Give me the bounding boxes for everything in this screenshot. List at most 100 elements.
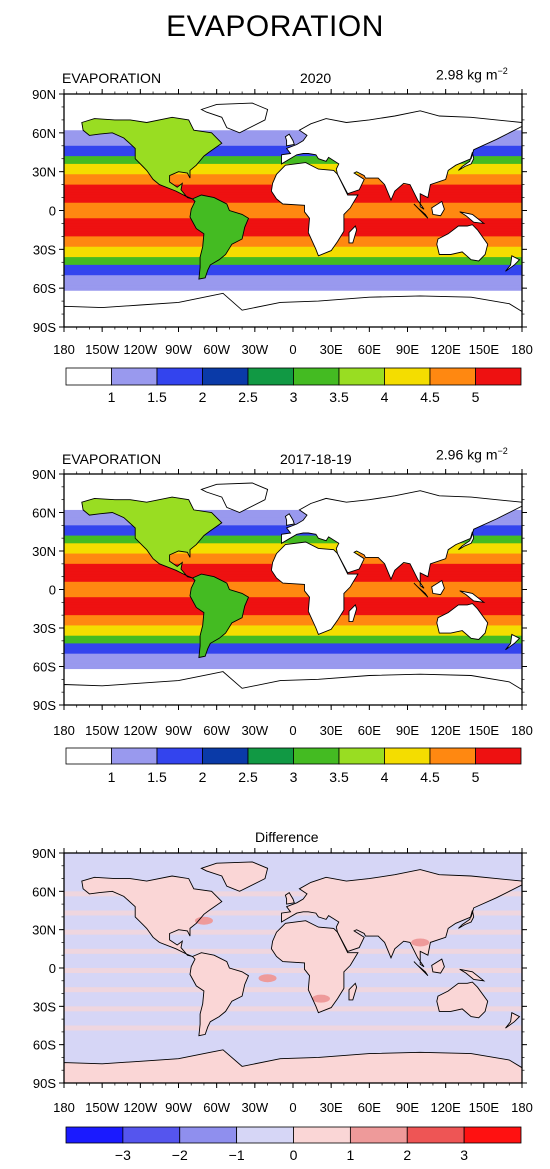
lon-tick-label: 60W — [203, 1100, 230, 1115]
lon-tick-label: 60W — [203, 342, 230, 357]
panel-left-label: EVAPORATION — [62, 70, 162, 86]
colorbar-swatch — [429, 367, 476, 386]
colorbar-label: 1.5 — [147, 769, 167, 785]
panel-center-label: 2020 — [300, 70, 332, 86]
colorbar-swatch — [349, 1126, 408, 1144]
lat-tick-label: 90S — [33, 1076, 56, 1091]
lon-tick-label: 120W — [123, 1100, 158, 1115]
lat-tick-label: 30S — [33, 999, 56, 1014]
colorbar-label: 5 — [472, 769, 480, 785]
lon-tick-label: 180 — [53, 1100, 75, 1115]
field-layer — [64, 853, 522, 1083]
lon-tick-label: 60E — [358, 723, 381, 738]
lat-tick-label: 90S — [33, 320, 56, 335]
lat-tick-label: 60S — [33, 281, 56, 296]
lat-tick-label: 0 — [49, 583, 56, 598]
colorbar-label: 2 — [403, 1147, 411, 1163]
colorbar-swatch — [463, 1126, 522, 1144]
colorbar-swatch — [65, 1126, 124, 1144]
lat-tick-label: 0 — [49, 961, 56, 976]
lon-tick-label: 120E — [430, 1100, 461, 1115]
lon-tick-label: 180 — [511, 342, 533, 357]
lat-tick-label: 60N — [32, 884, 56, 899]
colorbar-label: 2.5 — [238, 389, 258, 405]
map-panel-2: 90N 60N 30N 0 30S 60S 90S 180 150W 120W 90W 60W 30W 0… — [32, 846, 533, 1163]
colorbar: 1 1.5 2 2.5 3 3.5 4 4.5 5 — [65, 747, 522, 785]
lat-tick-label: 90N — [32, 87, 56, 102]
lon-tick-label: 150W — [85, 342, 120, 357]
colorbar-label: 1 — [108, 769, 116, 785]
lon-tick-label: 0 — [289, 342, 296, 357]
lon-tick-label: 30W — [241, 342, 268, 357]
panel-right-label: 2.96 kg m−2 — [436, 446, 508, 463]
colorbar-swatch — [475, 367, 522, 386]
colorbar-swatch — [122, 1126, 181, 1144]
lon-tick-label: 0 — [289, 723, 296, 738]
lat-tick-label: 30N — [32, 544, 56, 559]
colorbar-label: 3.5 — [329, 389, 349, 405]
colorbar-label: 2 — [199, 389, 207, 405]
colorbar-swatch — [65, 367, 112, 386]
colorbar-label: 3.5 — [329, 769, 349, 785]
lon-tick-label: 30E — [320, 342, 343, 357]
colorbar-swatch — [65, 747, 112, 765]
lon-tick-label: 90E — [396, 1100, 419, 1115]
lat-tick-label: 90S — [33, 698, 56, 713]
lon-tick-label: 90W — [165, 342, 192, 357]
colorbar-label: 3 — [460, 1147, 468, 1163]
lat-tick-label: 90N — [32, 467, 56, 482]
field-layer — [64, 94, 522, 327]
colorbar-label: 5 — [472, 389, 480, 405]
colorbar-label: −1 — [229, 1147, 245, 1163]
panel-center-label: Difference — [255, 829, 319, 845]
lat-tick-label: 90N — [32, 846, 56, 861]
colorbar-swatch — [111, 747, 158, 765]
lat-tick-label: 60S — [33, 660, 56, 675]
colorbar-swatch — [338, 747, 385, 765]
lon-tick-label: 90W — [165, 723, 192, 738]
lon-tick-label: 180 — [511, 723, 533, 738]
lat-tick-label: 0 — [49, 204, 56, 219]
colorbar-swatch — [293, 367, 340, 386]
map-panel-0: 90N 60N 30N 0 30S 60S 90S 180 150W 120W 90W 60W 30W 0… — [32, 87, 533, 405]
colorbar-swatch — [429, 747, 476, 765]
colorbar-label: 4.5 — [420, 389, 440, 405]
field-layer — [64, 474, 522, 705]
colorbar-label: 4 — [381, 769, 389, 785]
lat-tick-label: 30N — [32, 923, 56, 938]
colorbar-label: 2.5 — [238, 769, 258, 785]
colorbar: −3 −2 −1 0 1 2 3 — [65, 1126, 522, 1163]
colorbar-swatch — [202, 367, 249, 386]
colorbar-swatch — [156, 367, 203, 386]
panel-right-label: 2.98 kg m−2 — [436, 66, 508, 83]
colorbar-swatch — [156, 747, 203, 765]
lon-tick-label: 150E — [469, 723, 500, 738]
lat-tick-label: 60N — [32, 506, 56, 521]
colorbar-label: 4.5 — [420, 769, 440, 785]
lat-tick-label: 30N — [32, 165, 56, 180]
colorbar-swatch — [179, 1126, 238, 1144]
lon-tick-label: 0 — [289, 1100, 296, 1115]
colorbar-swatch — [338, 367, 385, 386]
lon-tick-label: 150W — [85, 723, 120, 738]
lon-tick-label: 120E — [430, 723, 461, 738]
lon-tick-label: 90E — [396, 342, 419, 357]
colorbar-label: 3 — [290, 769, 298, 785]
colorbar-label: 4 — [381, 389, 389, 405]
lon-tick-label: 60W — [203, 723, 230, 738]
colorbar-swatch — [293, 747, 340, 765]
map-panel-1: 90N 60N 30N 0 30S 60S 90S 180 150W 120W 90W 60W 30W 0… — [32, 467, 533, 785]
lon-tick-label: 60E — [358, 342, 381, 357]
lon-tick-label: 90E — [396, 723, 419, 738]
lon-tick-label: 90W — [165, 1100, 192, 1115]
lon-tick-label: 150E — [469, 1100, 500, 1115]
colorbar-swatch — [406, 1126, 465, 1144]
lon-tick-label: 150E — [469, 342, 500, 357]
lon-tick-label: 120W — [123, 723, 158, 738]
lon-tick-label: 180 — [53, 342, 75, 357]
colorbar-swatch — [236, 1126, 294, 1144]
colorbar-label: 3 — [290, 389, 298, 405]
lat-tick-label: 30S — [33, 621, 56, 636]
colorbar-label: 1.5 — [147, 389, 167, 405]
colorbar: 1 1.5 2 2.5 3 3.5 4 4.5 5 — [65, 367, 522, 405]
